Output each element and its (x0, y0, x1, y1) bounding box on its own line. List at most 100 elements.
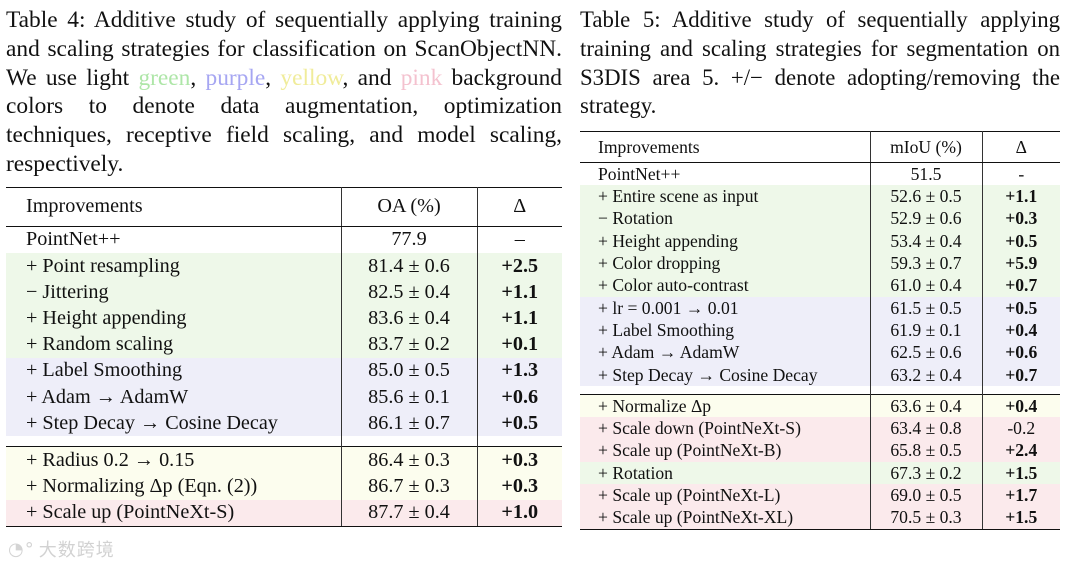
table-row: + Normalize Δp 63.6 ± 0.4 +0.4 (580, 394, 1060, 418)
watermark: ◔° 大数跨境 (8, 536, 115, 562)
table-row: + Height appending 53.4 ± 0.4 +0.5 (580, 230, 1060, 253)
caption-separator: , (190, 64, 206, 91)
header-delta: Δ (982, 131, 1060, 164)
row-value: 63.6 ± 0.4 (870, 394, 983, 418)
row-improvement: + Rotation (580, 462, 871, 485)
row-improvement: + Scale up (PointNeXt-S) (6, 499, 342, 527)
table4: Improvements OA (%) Δ PointNet++ 77.9– + P… (6, 186, 562, 527)
row-delta: +0.3 (477, 446, 562, 474)
row-delta: – (514, 228, 525, 251)
row-improvement: + Adam → AdamW (6, 383, 342, 411)
row-improvement: + Height appending (580, 230, 871, 253)
table-row: + Label Smoothing 61.9 ± 0.1 +0.4 (580, 319, 1060, 342)
row-value: 81.4 ± 0.6 (341, 252, 478, 280)
row-value: 62.5 ± 0.6 (870, 341, 983, 364)
table-row: PointNet++ 77.9 – (6, 226, 562, 253)
row-improvement: + Normalize Δp (580, 394, 871, 418)
row-improvement: + Scale up (PointNeXt-B) (580, 439, 871, 463)
caption-text-start: Table 4: Additive study of sequentially … (6, 7, 562, 91)
row-improvement: − Rotation (580, 207, 871, 231)
caption-separator: , and (342, 64, 401, 91)
row-improvement: + Label Smoothing (580, 319, 871, 342)
row-improvement: + Random scaling (6, 331, 342, 358)
row-improvement: + Step Decay → Cosine Decay (6, 410, 342, 437)
row-improvement: + Normalizing Δp (Eqn. (2)) (6, 473, 342, 500)
row-improvement: PointNet++ (6, 226, 342, 253)
table5: Improvements mIoU (%) Δ PointNet++ 51.5- +… (580, 131, 1060, 530)
row-delta: +1.1 (501, 306, 539, 329)
row-delta: +1.0 (477, 499, 562, 527)
table-row: + Color dropping 59.3 ± 0.7 +5.9 (580, 252, 1060, 275)
row-delta: +0.5 (1005, 297, 1038, 318)
header-improvements: Improvements (6, 186, 342, 227)
table-header-row: Improvements OA (%) Δ (6, 186, 562, 227)
row-value: 69.0 ± 0.5 (870, 484, 983, 507)
table-row: + Step Decay → Cosine Decay 86.1 ± 0.7 +0.… (6, 410, 562, 437)
row-delta: +0.4 (1005, 319, 1038, 340)
row-improvement: + Scale down (PointNeXt-S) (580, 417, 871, 440)
table-row: + Scale up (PointNeXt-B) 65.8 ± 0.5 +2.4 (580, 439, 1060, 463)
table4-caption: Table 4: Additive study of sequentially … (6, 6, 562, 179)
row-delta: +0.1 (501, 333, 539, 356)
row-delta: +1.3 (501, 359, 539, 382)
watermark-text: 大数跨境 (38, 540, 115, 561)
row-value: 83.7 ± 0.2 (341, 331, 478, 358)
table5-caption: Table 5: Additive study of sequentially … (580, 7, 1060, 119)
row-delta: +0.4 (982, 394, 1060, 418)
table4-body: PointNet++ 77.9– + Point resampling 81.4 ± … (6, 226, 562, 527)
row-delta: +1.7 (1005, 484, 1038, 505)
row-improvement: + Step Decay → Cosine Decay (580, 363, 871, 387)
row-value: 83.6 ± 0.4 (341, 305, 478, 332)
table5-section: Table 5: Additive study of sequentially … (580, 6, 1060, 530)
table-row: + Height appending 83.6 ± 0.4 +1.1 (6, 305, 562, 332)
table-row: + Scale up (PointNeXt-S) 87.7 ± 0.4 +1.0 (6, 499, 562, 527)
row-delta: +2.5 (501, 254, 539, 277)
row-value: 85.6 ± 0.1 (341, 383, 478, 411)
row-improvement: + Radius 0.2 → 0.15 (6, 446, 342, 474)
row-value: 82.5 ± 0.4 (341, 279, 478, 306)
row-delta: +5.9 (1005, 253, 1038, 274)
row-value: 63.4 ± 0.8 (870, 417, 983, 440)
table-row: + Adam → AdamW 85.6 ± 0.1 +0.6 (6, 383, 562, 411)
row-improvement: + Label Smoothing (6, 357, 342, 384)
row-value: 85.0 ± 0.5 (341, 357, 478, 384)
row-value: 86.7 ± 0.3 (341, 473, 478, 500)
row-value: 61.5 ± 0.5 (870, 296, 983, 320)
row-delta: -0.2 (1007, 418, 1036, 439)
row-delta: +0.7 (1005, 364, 1038, 385)
table5-body: PointNet++ 51.5- + Entire scene as input 52… (580, 162, 1060, 530)
group-spacer (580, 386, 1060, 395)
table-row: + Radius 0.2 → 0.15 86.4 ± 0.3 +0.3 (6, 446, 562, 474)
table-row: + Scale up (PointNeXt-L) 69.0 ± 0.5 +1.7 (580, 484, 1060, 507)
row-delta: +0.3 (1005, 208, 1038, 229)
row-value: 70.5 ± 0.3 (870, 506, 983, 530)
row-value: 59.3 ± 0.7 (870, 252, 983, 275)
caption-color-word-yellow: yellow (280, 64, 343, 91)
header-delta: Δ (477, 186, 562, 227)
table-row: + Label Smoothing 85.0 ± 0.5 +1.3 (6, 357, 562, 384)
row-value: 61.0 ± 0.4 (870, 274, 983, 297)
row-value: 52.6 ± 0.5 (870, 185, 983, 208)
caption-separator: , (265, 64, 281, 91)
table-row: + Rotation 67.3 ± 0.2 +1.5 (580, 462, 1060, 485)
table-row: + Normalizing Δp (Eqn. (2)) 86.7 ± 0.3 +0.… (6, 473, 562, 500)
table-row: + Color auto-contrast 61.0 ± 0.4 +0.7 (580, 274, 1060, 297)
table-row: − Rotation 52.9 ± 0.6 +0.3 (580, 207, 1060, 231)
group-spacer (6, 436, 562, 447)
row-delta: +0.6 (501, 385, 539, 408)
table-row: + Random scaling 83.7 ± 0.2 +0.1 (6, 331, 562, 358)
row-delta: +0.6 (1005, 342, 1038, 363)
row-improvement: + Color dropping (580, 252, 871, 275)
row-value: 61.9 ± 0.1 (870, 319, 983, 342)
caption-color-word-purple: purple (205, 64, 266, 91)
caption-color-word-green: green (138, 64, 191, 91)
row-improvement: + Scale up (PointNeXt-XL) (580, 506, 871, 530)
row-value: 87.7 ± 0.4 (341, 499, 478, 527)
row-delta: +1.5 (1005, 462, 1038, 483)
row-improvement: + Entire scene as input (580, 185, 871, 208)
row-delta: +1.1 (1005, 186, 1038, 207)
row-delta: +2.4 (1005, 440, 1038, 461)
table-row: − Jittering 82.5 ± 0.4 +1.1 (6, 279, 562, 306)
table-row: + Entire scene as input 52.6 ± 0.5 +1.1 (580, 185, 1060, 208)
row-value: 51.5 (870, 162, 983, 186)
